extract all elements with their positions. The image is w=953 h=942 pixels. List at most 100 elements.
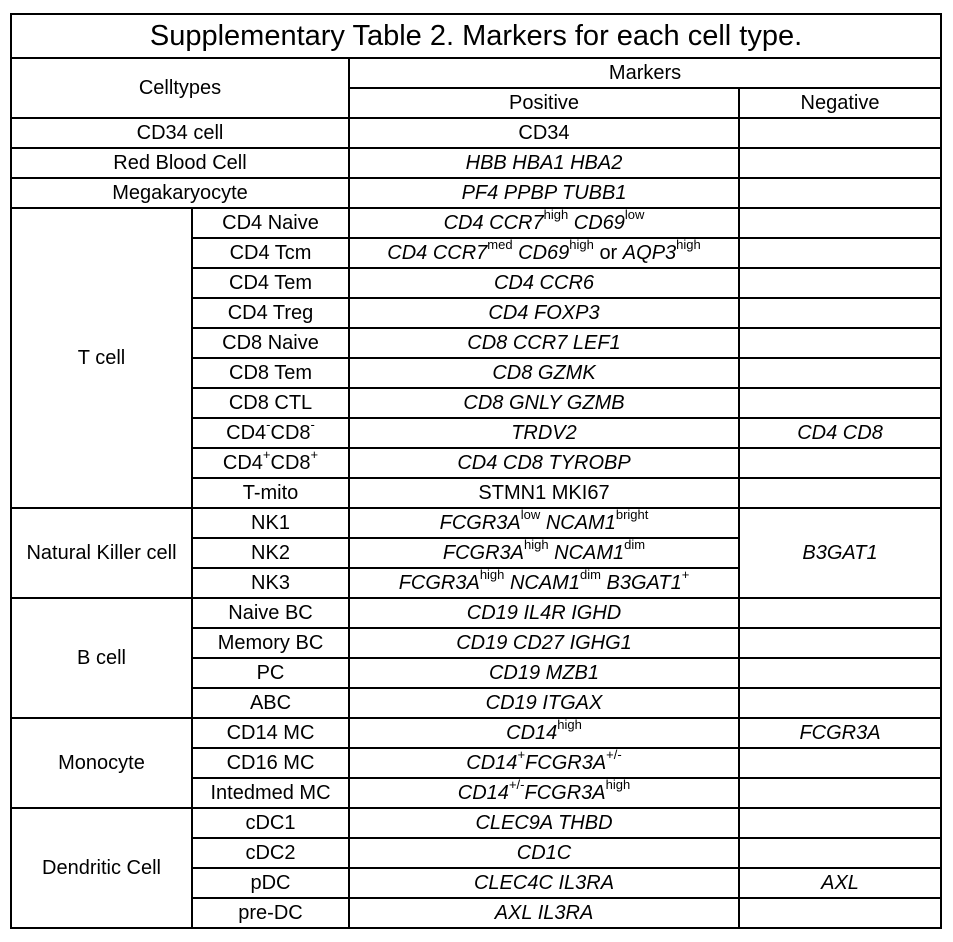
negative-cell bbox=[737, 207, 943, 239]
table-row: CD8 CTL CD8 GNLY GZMB bbox=[11, 387, 943, 419]
subtype-part: CD8 bbox=[270, 452, 311, 474]
table-row: PC CD19 MZB1 bbox=[11, 657, 943, 689]
marker-gene: FCGR3A bbox=[524, 782, 606, 804]
table-row: NK2 FCGR3Ahigh NCAM1dim bbox=[11, 537, 941, 569]
subtype-cell: NK2 bbox=[191, 537, 350, 569]
positive-cell: CD1C bbox=[348, 837, 740, 869]
positive-cell: CD4 CCR7med CD69high or AQP3high bbox=[348, 237, 740, 269]
group-cell-dendritic: Dendritic Cell bbox=[10, 807, 193, 929]
positive-cell: CD8 GNLY GZMB bbox=[348, 387, 740, 419]
table-row: Red Blood Cell HBB HBA1 HBA2 bbox=[10, 147, 943, 179]
subtype-cell: cDC2 bbox=[191, 837, 350, 869]
subtype-cell: CD4 Tem bbox=[191, 267, 350, 299]
positive-cell: CD14+FCGR3A+/- bbox=[348, 747, 740, 779]
table-row: pDC CLEC4C IL3RA AXL bbox=[11, 867, 943, 899]
subtype-sign: + bbox=[262, 448, 271, 463]
positive-cell: CD8 CCR7 LEF1 bbox=[348, 327, 740, 359]
negative-cell bbox=[737, 147, 943, 179]
positive-cell: HBB HBA1 HBA2 bbox=[348, 147, 740, 179]
marker-level: low bbox=[624, 208, 645, 223]
group-cell-tcell: T cell bbox=[10, 207, 193, 509]
marker-gene: NCAM1 bbox=[554, 542, 625, 564]
table-row: pre-DC AXL IL3RA bbox=[11, 897, 943, 929]
subtype-cell: pre-DC bbox=[191, 897, 350, 929]
subtype-cell: CD4 Tcm bbox=[191, 237, 350, 269]
table-row: T cell CD4 Naive CD4 CCR7high CD69low bbox=[10, 207, 943, 509]
negative-cell bbox=[737, 657, 943, 689]
subtype-cell: CD14 MC bbox=[191, 717, 350, 749]
negative-cell bbox=[737, 837, 943, 869]
marker-level: high bbox=[524, 538, 549, 553]
table-row: CD4 Treg CD4 FOXP3 bbox=[11, 297, 943, 329]
positive-cell: CD8 GZMK bbox=[348, 357, 740, 389]
marker-level: + bbox=[681, 568, 690, 583]
table-row: Memory BC CD19 CD27 IGHG1 bbox=[11, 627, 943, 659]
subtype-cell: cDC1 bbox=[191, 807, 350, 839]
marker-gene: CD14 bbox=[457, 782, 509, 804]
subtype-cell: CD16 MC bbox=[191, 747, 350, 779]
marker-gene: FCGR3A bbox=[398, 572, 480, 594]
subtype-cell: Intedmed MC bbox=[191, 777, 350, 809]
header-celltypes: Celltypes bbox=[10, 57, 350, 119]
negative-cell bbox=[737, 267, 943, 299]
marker-gene: FCGR3A bbox=[442, 542, 524, 564]
table-row: Natural Killer cell NK1 FCGR3Alow NCAM1b… bbox=[10, 507, 943, 599]
marker-gene: FCGR3A bbox=[525, 752, 607, 774]
marker-gene: AQP3 bbox=[622, 242, 677, 264]
positive-cell: FCGR3Ahigh NCAM1dim bbox=[348, 537, 740, 569]
table-row: CD4 Tem CD4 CCR6 bbox=[11, 267, 943, 299]
negative-cell bbox=[737, 807, 943, 839]
negative-cell bbox=[737, 237, 943, 269]
negative-cell bbox=[737, 297, 943, 329]
subtype-cell: NK3 bbox=[191, 567, 350, 599]
header-negative: Negative bbox=[737, 87, 943, 119]
table-row: Megakaryocyte PF4 PPBP TUBB1 bbox=[10, 177, 943, 209]
marker-level: +/- bbox=[508, 778, 525, 793]
negative-cell bbox=[737, 747, 943, 779]
markers-table: Supplementary Table 2. Markers for each … bbox=[9, 13, 943, 929]
negative-cell: CD4 CD8 bbox=[737, 417, 943, 449]
negative-cell bbox=[737, 897, 943, 929]
group-cell-bcell: B cell bbox=[10, 597, 193, 719]
negative-cell bbox=[737, 117, 943, 149]
subtype-part: CD4 bbox=[226, 422, 267, 444]
negative-cell: B3GAT1 bbox=[737, 507, 943, 599]
negative-cell bbox=[737, 177, 943, 209]
table-row: Intedmed MC CD14+/-FCGR3Ahigh bbox=[11, 777, 943, 809]
marker-level: high bbox=[569, 238, 594, 253]
positive-cell: STMN1 MKI67 bbox=[348, 477, 740, 509]
subtype-cell: T-mito bbox=[191, 477, 350, 509]
subtype-cell: CD8 Tem bbox=[191, 357, 350, 389]
positive-cell: CD34 bbox=[348, 117, 740, 149]
negative-cell bbox=[737, 447, 943, 479]
header-markers: Markers bbox=[347, 57, 943, 89]
subtype-cell: pDC bbox=[191, 867, 350, 899]
marker-gene: FCGR3A bbox=[439, 512, 521, 534]
header-row-2: Positive Negative bbox=[11, 87, 943, 119]
subtype-part: CD4 bbox=[222, 452, 263, 474]
table-row: NK3 FCGR3Ahigh NCAM1dim B3GAT1+ bbox=[11, 567, 941, 599]
negative-cell bbox=[737, 777, 943, 809]
positive-cell: CD19 IL4R IGHD bbox=[348, 597, 740, 629]
table-row: ABC CD19 ITGAX bbox=[11, 687, 943, 719]
positive-cell: CD4 CCR6 bbox=[348, 267, 740, 299]
subtype-cell: CD4 Naive bbox=[191, 207, 350, 239]
subtype-cell: CD4+CD8+ bbox=[191, 447, 350, 479]
marker-level: high bbox=[543, 208, 569, 223]
positive-cell: CD14high bbox=[348, 717, 740, 749]
marker-level: med bbox=[487, 238, 513, 253]
marker-gene: B3GAT1 bbox=[606, 572, 682, 594]
title-row: Supplementary Table 2. Markers for each … bbox=[9, 13, 943, 59]
subtype-part: CD8 bbox=[270, 422, 311, 444]
markers-table-container: Supplementary Table 2. Markers for each … bbox=[9, 13, 943, 929]
celltype-cell: Megakaryocyte bbox=[10, 177, 350, 209]
table-row: CD8 Naive CD8 CCR7 LEF1 bbox=[11, 327, 943, 359]
celltype-cell: Red Blood Cell bbox=[10, 147, 350, 179]
subtype-cell: CD4 Treg bbox=[191, 297, 350, 329]
subtype-sign: - bbox=[310, 418, 315, 433]
positive-cell: CD19 MZB1 bbox=[348, 657, 740, 689]
table-row: CD4 Tcm CD4 CCR7med CD69high or AQP3high bbox=[11, 237, 943, 269]
marker-gene: NCAM1 bbox=[545, 512, 616, 534]
marker-level: bright bbox=[615, 508, 649, 523]
marker-gene: NCAM1 bbox=[509, 572, 580, 594]
